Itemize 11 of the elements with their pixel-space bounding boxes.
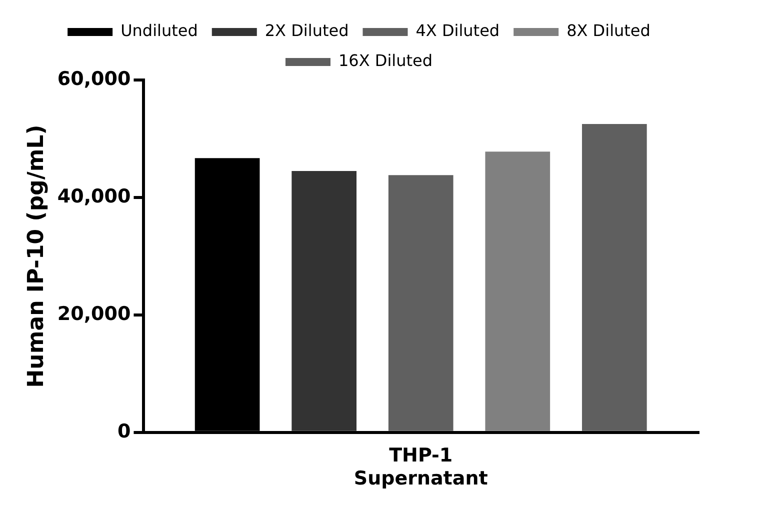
legend-label: Undiluted — [120, 21, 198, 40]
legend-label: 2X Diluted — [264, 21, 349, 40]
y-tick-label: 60,000 — [57, 68, 131, 90]
x-tick-label: THP-1 Supernatant — [354, 444, 488, 490]
legend-label: 16X Diluted — [338, 51, 433, 70]
legend-label: 4X Diluted — [416, 21, 500, 40]
y-tick-label: 20,000 — [57, 302, 131, 325]
y-axis-title: Human IP-10 (pg/mL) — [24, 124, 49, 388]
legend-label: 8X Diluted — [566, 21, 650, 40]
y-tick-label: 0 — [117, 420, 131, 442]
y-tick-label: 40,000 — [57, 185, 131, 208]
